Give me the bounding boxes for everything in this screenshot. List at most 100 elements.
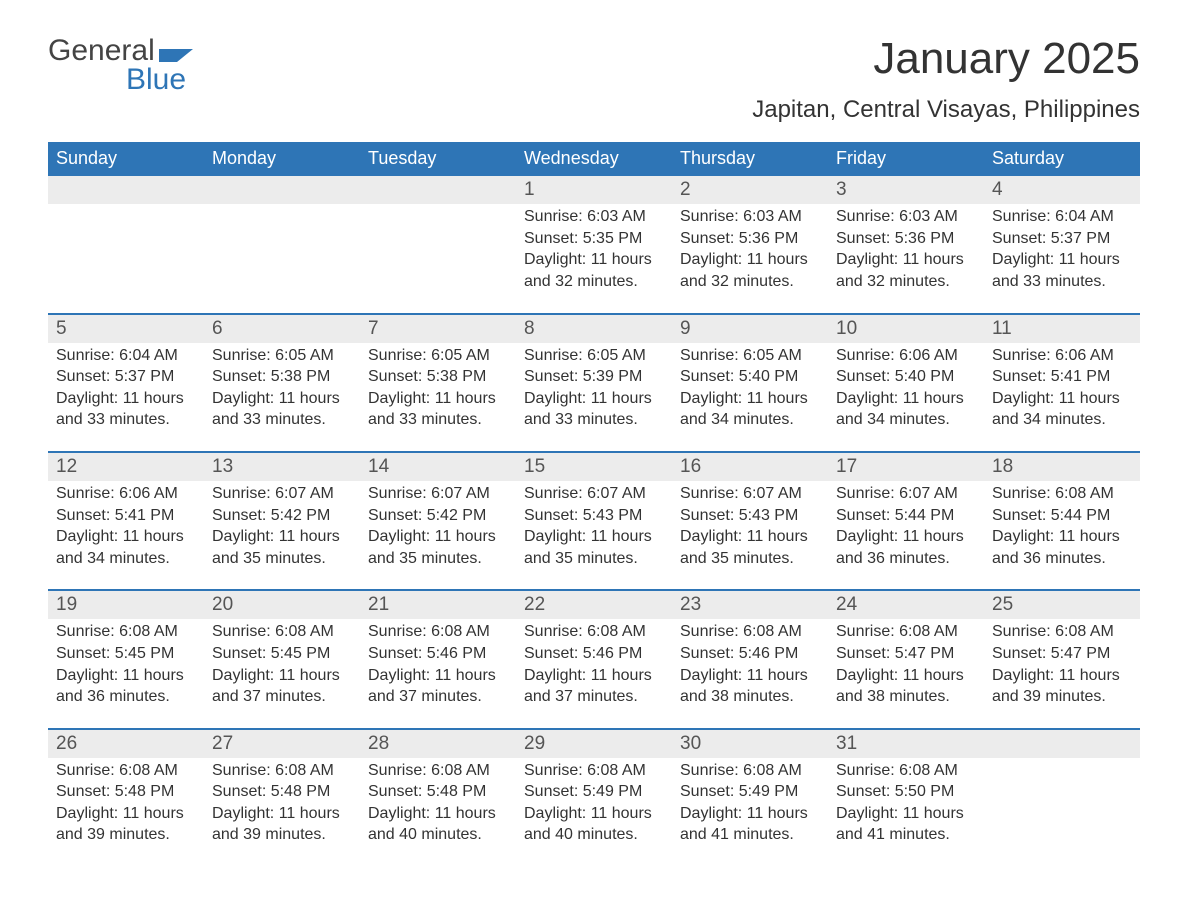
sunset-line: Sunset: 5:38 PM xyxy=(368,366,508,388)
sunrise-line: Sunrise: 6:08 AM xyxy=(992,483,1132,505)
week-row: 567891011Sunrise: 6:04 AMSunset: 5:37 PM… xyxy=(48,313,1140,451)
daylight-line: Daylight: 11 hours and 33 minutes. xyxy=(368,388,508,431)
sunset-line: Sunset: 5:47 PM xyxy=(992,643,1132,665)
daylight-line: Daylight: 11 hours and 36 minutes. xyxy=(836,526,976,569)
day-number: 23 xyxy=(672,591,828,619)
week-row: 1234Sunrise: 6:03 AMSunset: 5:35 PMDayli… xyxy=(48,176,1140,312)
daynum-band: 567891011 xyxy=(48,315,1140,343)
sunrise-line: Sunrise: 6:08 AM xyxy=(368,760,508,782)
day-number: 11 xyxy=(984,315,1140,343)
day-body: Sunrise: 6:08 AMSunset: 5:44 PMDaylight:… xyxy=(984,481,1140,589)
day-number: 9 xyxy=(672,315,828,343)
daybody-band: Sunrise: 6:03 AMSunset: 5:35 PMDaylight:… xyxy=(48,204,1140,312)
day-body: Sunrise: 6:04 AMSunset: 5:37 PMDaylight:… xyxy=(984,204,1140,312)
daylight-line: Daylight: 11 hours and 36 minutes. xyxy=(56,665,196,708)
day-number: 31 xyxy=(828,730,984,758)
sunrise-line: Sunrise: 6:03 AM xyxy=(836,206,976,228)
daylight-line: Daylight: 11 hours and 33 minutes. xyxy=(524,388,664,431)
day-number: 28 xyxy=(360,730,516,758)
day-number: 25 xyxy=(984,591,1140,619)
daylight-line: Daylight: 11 hours and 38 minutes. xyxy=(680,665,820,708)
sunrise-line: Sunrise: 6:08 AM xyxy=(680,621,820,643)
sunrise-line: Sunrise: 6:04 AM xyxy=(992,206,1132,228)
day-body: Sunrise: 6:08 AMSunset: 5:48 PMDaylight:… xyxy=(360,758,516,866)
sunset-line: Sunset: 5:44 PM xyxy=(836,505,976,527)
sunset-line: Sunset: 5:37 PM xyxy=(56,366,196,388)
sunset-line: Sunset: 5:35 PM xyxy=(524,228,664,250)
week-row: 262728293031Sunrise: 6:08 AMSunset: 5:48… xyxy=(48,728,1140,866)
daylight-line: Daylight: 11 hours and 39 minutes. xyxy=(992,665,1132,708)
day-body: Sunrise: 6:05 AMSunset: 5:38 PMDaylight:… xyxy=(204,343,360,451)
day-body: Sunrise: 6:03 AMSunset: 5:35 PMDaylight:… xyxy=(516,204,672,312)
sunset-line: Sunset: 5:43 PM xyxy=(680,505,820,527)
sunset-line: Sunset: 5:42 PM xyxy=(212,505,352,527)
header: General Blue January 2025 Japitan, Centr… xyxy=(48,36,1140,124)
day-body: Sunrise: 6:05 AMSunset: 5:40 PMDaylight:… xyxy=(672,343,828,451)
daylight-line: Daylight: 11 hours and 40 minutes. xyxy=(368,803,508,846)
daybody-band: Sunrise: 6:06 AMSunset: 5:41 PMDaylight:… xyxy=(48,481,1140,589)
sunrise-line: Sunrise: 6:08 AM xyxy=(836,760,976,782)
sunset-line: Sunset: 5:48 PM xyxy=(56,781,196,803)
day-number: 5 xyxy=(48,315,204,343)
sunset-line: Sunset: 5:44 PM xyxy=(992,505,1132,527)
sunrise-line: Sunrise: 6:05 AM xyxy=(212,345,352,367)
sunrise-line: Sunrise: 6:07 AM xyxy=(836,483,976,505)
sunrise-line: Sunrise: 6:08 AM xyxy=(56,621,196,643)
day-body xyxy=(360,204,516,312)
daylight-line: Daylight: 11 hours and 34 minutes. xyxy=(680,388,820,431)
weekday-cell: Saturday xyxy=(984,142,1140,176)
sunrise-line: Sunrise: 6:08 AM xyxy=(212,760,352,782)
title-block: January 2025 Japitan, Central Visayas, P… xyxy=(752,36,1140,124)
daylight-line: Daylight: 11 hours and 32 minutes. xyxy=(680,249,820,292)
logo-top-row: General xyxy=(48,36,193,66)
sunrise-line: Sunrise: 6:05 AM xyxy=(368,345,508,367)
daynum-band: 262728293031 xyxy=(48,730,1140,758)
daybody-band: Sunrise: 6:04 AMSunset: 5:37 PM Daylight:… xyxy=(48,343,1140,451)
weekday-header-row: SundayMondayTuesdayWednesdayThursdayFrid… xyxy=(48,142,1140,176)
sunset-line: Sunset: 5:40 PM xyxy=(836,366,976,388)
daylight-line: Daylight: 11 hours and 32 minutes. xyxy=(524,249,664,292)
sunset-line: Sunset: 5:43 PM xyxy=(524,505,664,527)
day-number: 16 xyxy=(672,453,828,481)
sunset-line: Sunset: 5:46 PM xyxy=(368,643,508,665)
day-body: Sunrise: 6:07 AMSunset: 5:42 PMDaylight:… xyxy=(360,481,516,589)
day-body: Sunrise: 6:05 AMSunset: 5:38 PMDaylight:… xyxy=(360,343,516,451)
calendar: SundayMondayTuesdayWednesdayThursdayFrid… xyxy=(48,142,1140,866)
day-number: 20 xyxy=(204,591,360,619)
sunset-line: Sunset: 5:39 PM xyxy=(524,366,664,388)
logo-text-bottom: Blue xyxy=(126,66,186,93)
sunset-line: Sunset: 5:46 PM xyxy=(524,643,664,665)
sunset-line: Sunset: 5:48 PM xyxy=(212,781,352,803)
month-title: January 2025 xyxy=(752,36,1140,82)
day-number: 13 xyxy=(204,453,360,481)
day-number: 14 xyxy=(360,453,516,481)
sunset-line: Sunset: 5:42 PM xyxy=(368,505,508,527)
flag-icon xyxy=(159,38,193,68)
sunrise-line: Sunrise: 6:04 AM xyxy=(56,345,196,367)
day-number: 22 xyxy=(516,591,672,619)
day-body: Sunrise: 6:06 AMSunset: 5:41 PMDaylight:… xyxy=(984,343,1140,451)
day-number: 24 xyxy=(828,591,984,619)
daylight-line: Daylight: 11 hours and 37 minutes. xyxy=(368,665,508,708)
sunset-line: Sunset: 5:45 PM xyxy=(212,643,352,665)
sunset-line: Sunset: 5:36 PM xyxy=(836,228,976,250)
location: Japitan, Central Visayas, Philippines xyxy=(752,96,1140,124)
day-number xyxy=(48,176,204,204)
daylight-line: Daylight: 11 hours and 35 minutes. xyxy=(680,526,820,569)
sunrise-line: Sunrise: 6:08 AM xyxy=(836,621,976,643)
day-body: Sunrise: 6:06 AMSunset: 5:41 PMDaylight:… xyxy=(48,481,204,589)
sunset-line: Sunset: 5:46 PM xyxy=(680,643,820,665)
daylight-line: Daylight: 11 hours and 41 minutes. xyxy=(680,803,820,846)
weekday-cell: Thursday xyxy=(672,142,828,176)
daylight-line: Daylight: 11 hours and 34 minutes. xyxy=(836,388,976,431)
sunrise-line: Sunrise: 6:08 AM xyxy=(524,760,664,782)
day-body: Sunrise: 6:07 AMSunset: 5:43 PMDaylight:… xyxy=(672,481,828,589)
sunset-line: Sunset: 5:45 PM xyxy=(56,643,196,665)
daybody-band: Sunrise: 6:08 AMSunset: 5:48 PMDaylight:… xyxy=(48,758,1140,866)
daylight-line: Daylight: 11 hours and 35 minutes. xyxy=(368,526,508,569)
day-number: 27 xyxy=(204,730,360,758)
daylight-line: Daylight: 11 hours and 33 minutes. xyxy=(992,249,1132,292)
day-body: Sunrise: 6:03 AMSunset: 5:36 PMDaylight:… xyxy=(828,204,984,312)
day-body: Sunrise: 6:08 AMSunset: 5:46 PMDaylight:… xyxy=(672,619,828,727)
day-number xyxy=(204,176,360,204)
